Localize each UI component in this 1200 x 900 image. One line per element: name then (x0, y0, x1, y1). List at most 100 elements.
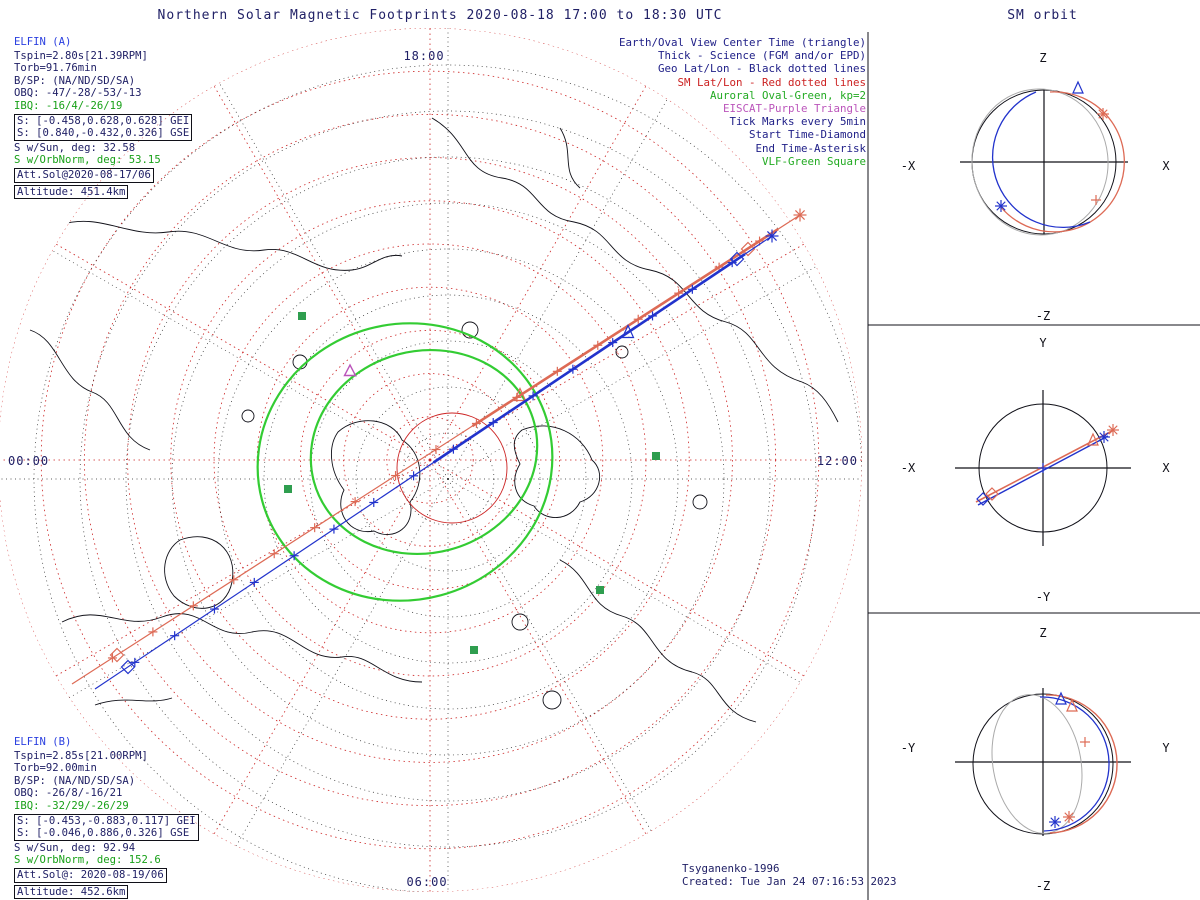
coastline (559, 559, 757, 723)
info-line: Tspin=2.85s[21.00RPM] (14, 749, 148, 762)
legend-line: Geo Lat/Lon - Black dotted lines (657, 62, 866, 76)
sm-lon-radial (213, 85, 431, 461)
info-line: OBQ: -26/8/-16/21 (14, 787, 123, 800)
legend-line: SM Lat/Lon - Red dotted lines (677, 75, 866, 89)
sm-lon-radial (429, 243, 805, 461)
island (241, 409, 255, 423)
info-line: IBQ: -16/4/-26/19 (14, 99, 123, 112)
orbit-path (991, 694, 1083, 834)
coastline (559, 127, 581, 189)
auroral-oval (309, 348, 539, 556)
info-line: S: [0.840,-0.432,0.326] GSE (17, 127, 190, 140)
vlf-station-square (298, 312, 306, 320)
info-line: OBQ: -47/-28/-53/-13 (14, 87, 142, 100)
info-box: Altitude: 451.4km (14, 184, 129, 200)
credits: Tsyganenko-1996 Created: Tue Jan 24 07:1… (682, 862, 897, 888)
legend-line: VLF-Green Square (761, 154, 866, 168)
info-line: B/SP: (NA/ND/SD/SA) (14, 774, 136, 787)
sm-lat-ring (386, 416, 474, 504)
info-line: S w/OrbNorm, deg: 152.6 (14, 854, 161, 867)
auroral-oval (256, 322, 554, 602)
geo-lon-radial (447, 478, 686, 891)
elfin-a-info-block: ELFIN (A) Tspin=2.80s[21.39RPM] Torb=91.… (14, 36, 193, 200)
sm-lon-radial (55, 243, 431, 461)
geo-lon-radial (447, 478, 860, 717)
axis-label: X (1162, 461, 1170, 475)
legend-line: Tick Marks every 5min (729, 115, 866, 129)
info-line: S: [-0.453,-0.883,0.117] GEI (17, 814, 196, 827)
island (615, 345, 629, 359)
coastline (61, 613, 423, 683)
island (511, 613, 529, 631)
elfin-b-footprint-science-segment (471, 227, 779, 428)
info-line: S w/Sun, deg: 92.94 (14, 841, 136, 854)
mlt-clock-label: 06:00 (406, 875, 447, 889)
created-timestamp: Created: Tue Jan 24 07:16:53 2023 (682, 875, 897, 888)
sm-lat-ring (299, 329, 561, 591)
sm-lon-radial (213, 459, 431, 835)
legend-line: Earth/Oval View Center Time (triangle) (618, 36, 866, 49)
sm-pole-circle (396, 412, 508, 524)
orbit-path (1045, 694, 1118, 834)
info-line: S: [-0.458,0.628,0.628] GEI (17, 114, 190, 127)
sm-orbit-title: SM orbit (1007, 8, 1078, 23)
mlt-clock-label: 12:00 (817, 454, 858, 468)
geo-lon-radial (210, 478, 449, 891)
axis-label: Y (1162, 741, 1170, 755)
elfin-a-header: ELFIN (A) (14, 36, 72, 48)
orbit-path (999, 91, 1125, 233)
axis-label: -Y (901, 741, 916, 755)
info-line: Torb=92.00min (14, 762, 97, 775)
info-line: S w/Sun, deg: 32.58 (14, 141, 136, 154)
sm-lon-radial (429, 459, 805, 677)
coastline (59, 220, 403, 271)
plot-title: Northern Solar Magnetic Footprints 2020-… (157, 8, 723, 23)
legend-line: EISCAT-Purple Triangle (722, 102, 866, 116)
coastline (164, 536, 234, 609)
elfin-b-info-block: ELFIN (B) Tspin=2.85s[21.00RPM] Torb=92.… (14, 736, 199, 900)
axis-label: -Y (1036, 590, 1051, 604)
info-line: Torb=91.76min (14, 62, 97, 75)
info-line: S: [-0.046,0.886,0.326] GSE (17, 827, 190, 840)
info-box: Att.Sol@2020-08-17/06 (14, 167, 154, 183)
island (542, 690, 562, 710)
sm-lon-radial (429, 85, 647, 461)
sm-lon-radial (429, 459, 647, 835)
geo-lat-ring (79, 110, 817, 848)
coastline (94, 697, 173, 706)
island (692, 494, 708, 510)
vlf-station-square (652, 452, 660, 460)
axis-label: Z (1039, 626, 1046, 640)
model-name: Tsyganenko-1996 (682, 862, 780, 875)
geo-lat-ring (125, 156, 771, 802)
axis-label: -X (901, 159, 916, 173)
axis-label: -Z (1036, 879, 1050, 893)
info-box: S: [-0.453,-0.883,0.117] GEI S: [-0.046,… (14, 813, 199, 841)
coastline (431, 117, 839, 423)
elfin-a-footprint-science-segment (432, 253, 746, 464)
info-line: Tspin=2.80s[21.39RPM] (14, 49, 148, 62)
info-line: IBQ: -32/29/-26/29 (14, 799, 129, 812)
geo-lon-radial (447, 241, 860, 480)
legend-line: Auroral Oval-Green, kp=2 (709, 88, 866, 102)
earth-circle (978, 403, 1108, 533)
vlf-station-square (596, 586, 604, 594)
axis-label: -Z (1036, 309, 1050, 323)
sm-lat-ring (256, 286, 604, 634)
orbit-path (991, 91, 1091, 229)
eiscat-triangle (343, 363, 357, 377)
orbit-path (975, 430, 1113, 503)
coastline (330, 420, 421, 535)
orbit-path (971, 88, 1109, 236)
island (461, 321, 479, 339)
coastline (29, 329, 151, 451)
axis-label: -X (901, 461, 916, 475)
info-box: Att.Sol@: 2020-08-19/06 (14, 867, 167, 883)
axis-label: X (1162, 159, 1170, 173)
vlf-station-square (284, 485, 292, 493)
orbit-path (1039, 696, 1110, 832)
geo-lat-ring (263, 294, 633, 664)
mlt-clock-label: 00:00 (8, 454, 49, 468)
